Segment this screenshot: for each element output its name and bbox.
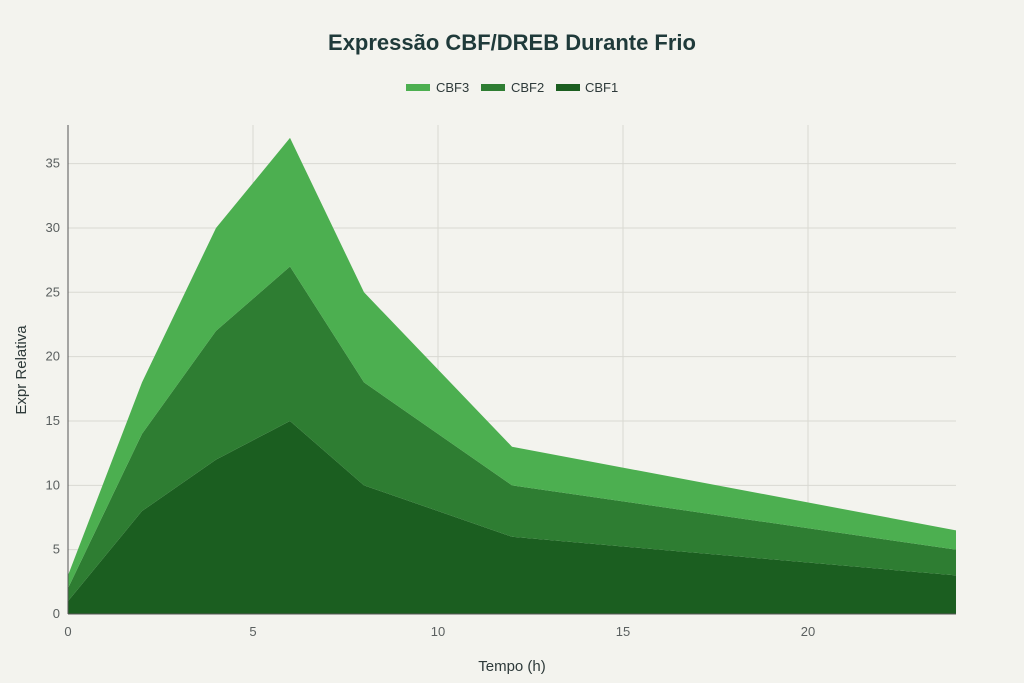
y-tick-label: 35 — [46, 156, 60, 171]
axes: 0 5 10 15 20 25 30 35 0 5 10 15 20 — [46, 125, 956, 639]
y-tick-label: 15 — [46, 413, 60, 428]
area-cbf2 — [68, 266, 956, 602]
chart-title: Expressão CBF/DREB Durante Frio — [328, 30, 696, 55]
area-cbf1 — [68, 420, 956, 614]
plot-areas — [68, 137, 956, 614]
y-axis-title: Expr Relativa — [13, 325, 30, 415]
legend-label-cbf1: CBF1 — [585, 80, 618, 95]
y-tick-label: 20 — [46, 349, 60, 364]
x-tick-label: 0 — [64, 624, 71, 639]
y-tick-label: 5 — [53, 542, 60, 557]
x-axis-title: Tempo (h) — [478, 658, 546, 675]
y-tick-label: 10 — [46, 477, 60, 492]
legend-swatch-cbf1 — [556, 84, 580, 91]
x-tick-label: 5 — [249, 624, 256, 639]
x-tick-label: 10 — [431, 624, 445, 639]
y-tick-label: 25 — [46, 284, 60, 299]
y-tick-label: 0 — [53, 606, 60, 621]
area-cbf3 — [68, 137, 956, 589]
legend-swatch-cbf2 — [481, 84, 505, 91]
legend-label-cbf2: CBF2 — [511, 80, 544, 95]
y-tick-label: 30 — [46, 220, 60, 235]
x-tick-label: 20 — [801, 624, 815, 639]
legend: CBF3 CBF2 CBF1 — [406, 80, 618, 95]
legend-label-cbf3: CBF3 — [436, 80, 469, 95]
x-tick-label: 15 — [616, 624, 630, 639]
legend-swatch-cbf3 — [406, 84, 430, 91]
